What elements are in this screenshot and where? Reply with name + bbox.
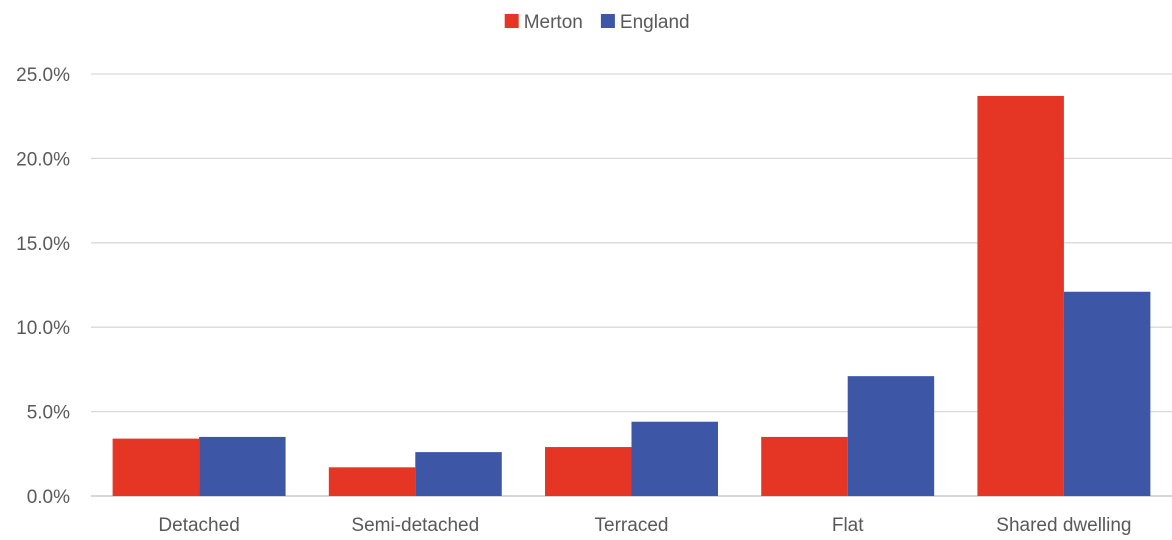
bar-england-detached — [199, 437, 285, 496]
legend-label-england: England — [620, 12, 690, 33]
bar-merton-semi-detached — [329, 467, 415, 496]
x-tick-label: Flat — [832, 515, 864, 536]
legend-label-merton: Merton — [524, 12, 583, 33]
bar-england-semi-detached — [415, 452, 501, 496]
legend-swatch-england — [601, 14, 615, 28]
y-tick-label: 0.0% — [27, 487, 70, 508]
bars — [113, 96, 1151, 496]
bar-england-flat — [848, 376, 934, 496]
legend: Merton England — [505, 12, 690, 33]
bar-england-shared-dwelling — [1064, 292, 1150, 496]
x-tick-label: Shared dwelling — [996, 515, 1131, 536]
bar-merton-detached — [113, 439, 199, 496]
bar-england-terraced — [632, 422, 718, 496]
bar-merton-shared-dwelling — [977, 96, 1063, 496]
y-tick-label: 25.0% — [16, 65, 70, 86]
y-tick-label: 10.0% — [16, 318, 70, 339]
y-tick-label: 15.0% — [16, 234, 70, 255]
y-axis-tick-labels: 0.0% 5.0% 10.0% 15.0% 20.0% 25.0% — [16, 65, 70, 508]
bar-merton-flat — [761, 437, 847, 496]
y-tick-label: 20.0% — [16, 149, 70, 170]
bar-merton-terraced — [545, 447, 631, 496]
x-tick-label: Terraced — [595, 515, 669, 536]
y-tick-label: 5.0% — [27, 403, 70, 424]
x-tick-label: Semi-detached — [351, 515, 479, 536]
x-tick-label: Detached — [158, 515, 239, 536]
legend-swatch-merton — [505, 14, 519, 28]
x-axis-tick-labels: Detached Semi-detached Terraced Flat Shared … — [158, 515, 1131, 536]
